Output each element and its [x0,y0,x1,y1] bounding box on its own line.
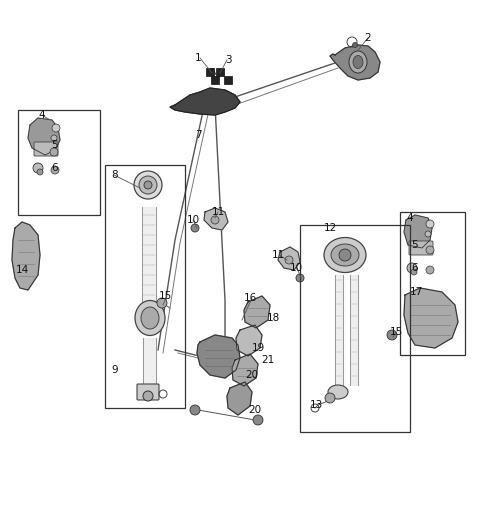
Text: 21: 21 [262,355,275,365]
Ellipse shape [324,238,366,272]
FancyBboxPatch shape [409,241,433,255]
Text: 5: 5 [412,240,418,250]
Circle shape [143,391,153,401]
Polygon shape [227,382,252,415]
Polygon shape [404,215,432,248]
Circle shape [426,220,434,228]
Text: 16: 16 [243,293,257,303]
Circle shape [37,169,43,175]
Circle shape [33,163,43,173]
Ellipse shape [328,385,348,399]
Text: 2: 2 [365,33,372,43]
Circle shape [325,393,335,403]
Circle shape [157,298,167,308]
Text: 4: 4 [407,213,413,223]
Ellipse shape [135,301,165,335]
Text: 5: 5 [52,140,58,150]
Polygon shape [232,354,258,386]
Text: 18: 18 [266,313,280,323]
Ellipse shape [349,51,367,73]
Ellipse shape [139,176,157,194]
Text: 3: 3 [225,55,231,65]
Circle shape [387,330,397,340]
Circle shape [191,224,199,232]
Circle shape [190,405,200,415]
Ellipse shape [353,55,363,69]
FancyBboxPatch shape [137,384,159,400]
Polygon shape [12,222,40,290]
Text: 6: 6 [412,263,418,273]
Circle shape [253,415,263,425]
Circle shape [51,166,59,174]
Text: 10: 10 [289,263,302,273]
Circle shape [52,124,60,132]
Polygon shape [236,325,262,356]
FancyBboxPatch shape [34,142,58,156]
Text: 8: 8 [112,170,118,180]
Text: 11: 11 [271,250,285,260]
Circle shape [411,269,417,275]
Text: 4: 4 [39,110,45,120]
Bar [216,68,224,76]
Text: 6: 6 [52,163,58,173]
Text: 10: 10 [186,215,200,225]
Circle shape [211,216,219,224]
Text: 1: 1 [195,53,201,63]
Circle shape [426,246,434,254]
Ellipse shape [141,307,159,329]
Text: 17: 17 [409,287,422,297]
Bar [300,225,410,432]
Bar [105,165,185,408]
Text: 7: 7 [195,130,201,140]
Ellipse shape [331,244,359,266]
Circle shape [50,148,58,156]
Circle shape [339,249,351,261]
Polygon shape [330,45,380,80]
Circle shape [144,181,152,189]
Circle shape [425,231,431,237]
Circle shape [296,274,304,282]
Circle shape [407,263,417,273]
Text: 19: 19 [252,343,264,353]
Text: 20: 20 [245,370,259,380]
Text: 11: 11 [211,207,225,217]
Text: 20: 20 [249,405,262,415]
Bar [224,76,232,84]
Circle shape [51,135,57,141]
Text: 13: 13 [310,400,323,410]
Bar [400,212,465,355]
Circle shape [285,256,293,264]
Circle shape [426,266,434,274]
Polygon shape [278,247,300,270]
Bar [18,110,100,215]
Polygon shape [404,288,458,348]
Bar [206,68,214,76]
Polygon shape [28,118,60,155]
Bar [211,76,219,84]
Ellipse shape [134,171,162,199]
Polygon shape [204,208,228,230]
Polygon shape [244,296,270,328]
Polygon shape [170,88,240,115]
Text: 14: 14 [15,265,29,275]
Polygon shape [197,335,240,378]
Text: 15: 15 [389,327,403,337]
Text: 15: 15 [158,291,172,301]
Circle shape [352,42,358,48]
Text: 9: 9 [112,365,118,375]
Text: 12: 12 [324,223,336,233]
